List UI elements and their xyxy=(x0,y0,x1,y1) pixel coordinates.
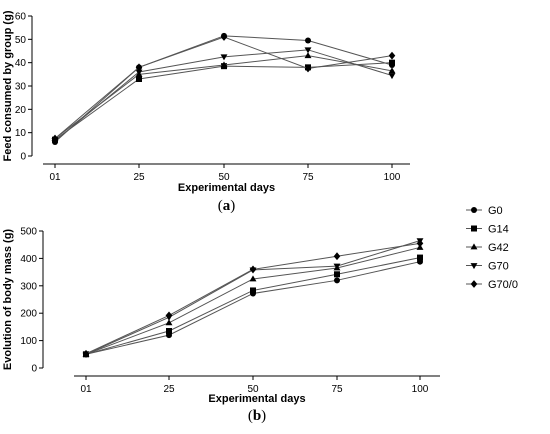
legend-marker xyxy=(471,225,477,232)
legend-marker xyxy=(470,280,478,288)
y-tick-label: 0 xyxy=(20,152,26,163)
y-axis-label: Evolution of body mass (g) xyxy=(2,229,14,371)
legend-marker xyxy=(470,263,478,270)
y-tick-label: 20 xyxy=(15,105,27,116)
y-tick-label: 400 xyxy=(20,254,37,265)
x-tick-label: 01 xyxy=(49,172,61,183)
data-point-g42 xyxy=(249,275,257,282)
data-point-g14 xyxy=(136,76,142,82)
y-tick-label: 40 xyxy=(15,58,27,69)
legend-marker xyxy=(471,207,477,213)
data-point-g42 xyxy=(304,52,312,59)
y-tick-label: 200 xyxy=(20,309,37,320)
data-point-g42 xyxy=(220,61,228,68)
data-point-g70-0 xyxy=(165,311,173,320)
data-point-g0 xyxy=(305,37,311,44)
data-point-g70-0 xyxy=(416,239,424,248)
x-tick-label: 01 xyxy=(80,384,92,395)
data-point-g70 xyxy=(333,263,341,270)
data-point-g70-0 xyxy=(51,134,59,143)
data-point-g70-0 xyxy=(249,265,257,274)
legend: G0 G14 G42 G70 G70/0 xyxy=(466,205,518,291)
panel-label: (b) xyxy=(248,408,266,424)
legend-item: G42 xyxy=(466,242,509,254)
legend-marker xyxy=(470,243,478,250)
x-tick-label: 50 xyxy=(218,172,230,183)
panel-label: (a) xyxy=(218,198,236,214)
y-tick-label: 30 xyxy=(15,82,27,93)
data-point-g70-0 xyxy=(333,252,341,261)
data-point-g70 xyxy=(220,54,228,61)
data-point-g70 xyxy=(135,69,143,76)
y-axis-label: Feed consumed by group (g) xyxy=(2,10,14,161)
y-tick-label: 100 xyxy=(20,336,37,347)
legend-item: G14 xyxy=(466,224,509,236)
x-tick-label: 25 xyxy=(133,172,145,183)
data-point-g70-0 xyxy=(220,33,228,41)
data-point-g0 xyxy=(334,277,340,284)
y-tick-label: 60 xyxy=(15,12,27,23)
series-line-g70 xyxy=(85,240,421,355)
data-point-g14 xyxy=(250,287,256,294)
data-point-g70-0 xyxy=(304,64,312,73)
legend-label: G14 xyxy=(488,224,509,236)
legend-item: G70/0 xyxy=(466,279,518,291)
x-tick-label: 25 xyxy=(163,384,175,395)
x-tick-label: 75 xyxy=(331,384,343,395)
y-tick-label: 300 xyxy=(20,281,37,292)
data-point-g14 xyxy=(389,59,395,66)
y-tick-label: 0 xyxy=(31,364,37,375)
data-point-g42 xyxy=(388,67,396,74)
legend-item: G0 xyxy=(466,205,503,217)
data-point-g14 xyxy=(166,328,172,335)
data-point-g14 xyxy=(334,271,340,278)
legend-label: G70 xyxy=(488,261,509,273)
series-line-g14 xyxy=(54,62,393,141)
legend-item: G70 xyxy=(466,261,509,273)
series-line-g70-0 xyxy=(54,36,393,139)
chart-panel-a: 0 10 20 30 40 50 60 01 25 50 75 100 Experimental day… xyxy=(2,10,410,214)
x-axis-label: Experimental days xyxy=(178,182,275,194)
x-tick-label: 75 xyxy=(302,172,314,183)
data-point-g70 xyxy=(304,47,312,54)
series-line-g42 xyxy=(85,246,421,355)
x-tick-label: 100 xyxy=(412,384,429,395)
series-line-g0 xyxy=(54,35,393,143)
x-tick-label: 50 xyxy=(247,384,259,395)
data-point-g70-0 xyxy=(135,63,143,72)
y-tick-label: 500 xyxy=(20,227,37,238)
legend-label: G0 xyxy=(488,205,503,217)
chart-panel-b: 0 100 200 300 400 500 01 25 50 75 100 Experimental … xyxy=(2,227,440,424)
legend-label: G70/0 xyxy=(488,279,518,291)
legend-label: G42 xyxy=(488,242,509,254)
x-tick-label: 100 xyxy=(384,172,401,183)
data-point-g70-0 xyxy=(388,51,396,60)
data-point-g14 xyxy=(417,254,423,261)
data-point-g70-0 xyxy=(82,349,90,358)
data-point-g42 xyxy=(165,319,173,326)
data-point-g70 xyxy=(388,73,396,80)
y-tick-label: 50 xyxy=(15,35,27,46)
y-tick-label: 10 xyxy=(15,128,27,139)
x-axis-label: Experimental days xyxy=(208,393,305,405)
